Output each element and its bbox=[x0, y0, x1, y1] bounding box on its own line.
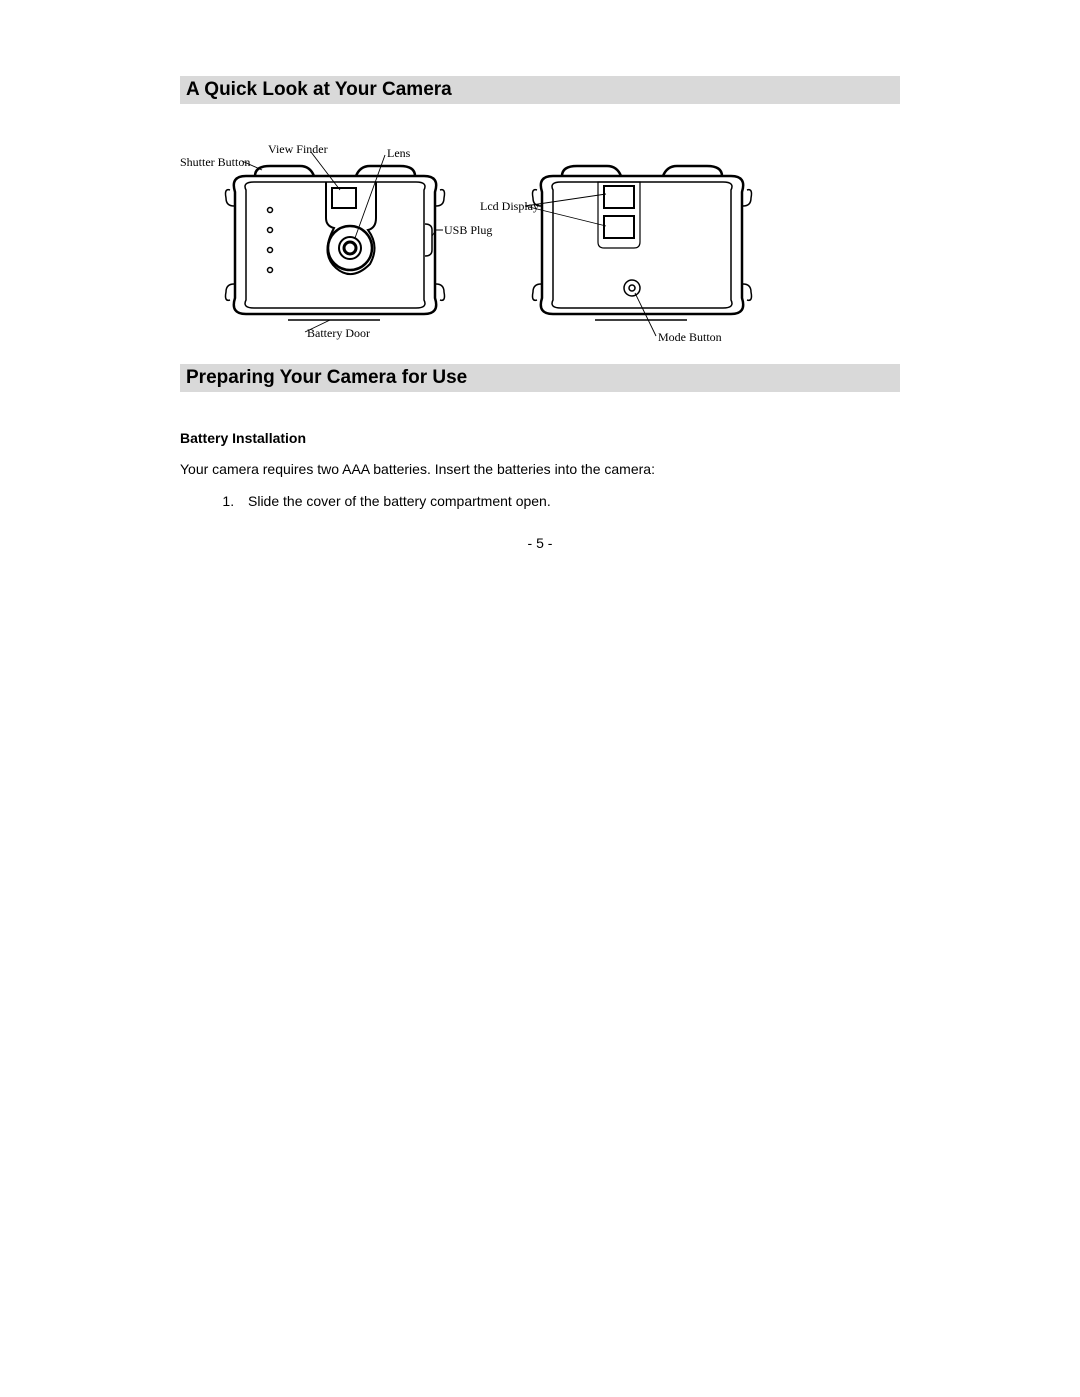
page-number: - 5 - bbox=[180, 535, 900, 551]
label-shutter-button: Shutter Button bbox=[180, 155, 250, 170]
label-battery-door: Battery Door bbox=[307, 326, 370, 341]
section-header-quick-look: A Quick Look at Your Camera bbox=[180, 76, 900, 104]
camera-diagram: Shutter Button View Finder Lens USB Plug… bbox=[180, 138, 760, 350]
battery-steps: Slide the cover of the battery compartme… bbox=[180, 493, 900, 509]
battery-subhead: Battery Installation bbox=[180, 430, 900, 446]
label-lcd-display: Lcd Display bbox=[480, 199, 539, 214]
section-header-preparing: Preparing Your Camera for Use bbox=[180, 364, 900, 392]
battery-intro: Your camera requires two AAA batteries. … bbox=[180, 460, 900, 479]
label-mode-button: Mode Button bbox=[658, 330, 722, 345]
label-view-finder: View Finder bbox=[268, 142, 328, 157]
camera-diagram-svg bbox=[180, 138, 760, 350]
page: A Quick Look at Your Camera bbox=[0, 0, 1080, 1397]
label-lens: Lens bbox=[387, 146, 410, 161]
label-usb-plug: USB Plug bbox=[444, 223, 492, 238]
battery-step-1: Slide the cover of the battery compartme… bbox=[238, 493, 900, 509]
